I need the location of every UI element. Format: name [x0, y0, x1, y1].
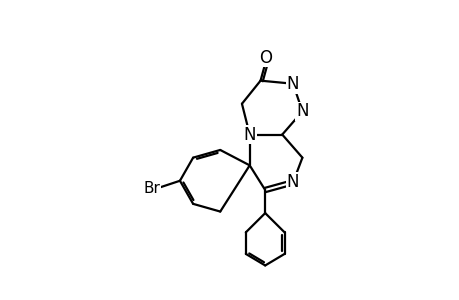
Text: N: N — [286, 75, 299, 93]
Text: O: O — [258, 49, 271, 67]
Text: N: N — [243, 126, 255, 144]
Text: N: N — [286, 173, 299, 191]
Text: Br: Br — [143, 181, 160, 196]
Text: N: N — [296, 103, 308, 121]
